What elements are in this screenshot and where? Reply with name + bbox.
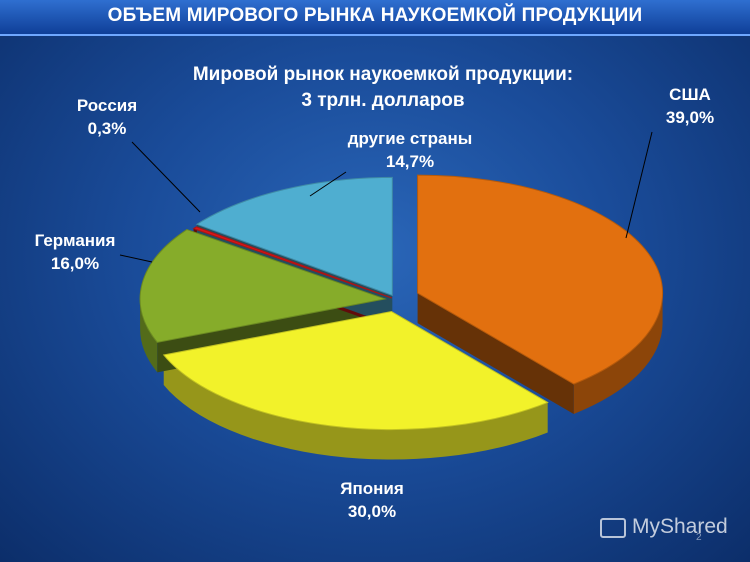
slice-value-label: 30,0%: [348, 502, 396, 521]
leader-line-3: [131, 141, 201, 213]
slice-value-label: 39,0%: [666, 108, 714, 127]
pie-slice-side-0: [573, 293, 663, 415]
pie-slice-side-1: [163, 354, 548, 460]
leader-line-0: [625, 131, 653, 239]
slice-value-label: 14,7%: [386, 152, 434, 171]
pie-slice-1: [162, 310, 549, 431]
pie-slice-4: [195, 176, 393, 297]
pie-slice-cut-0-1: [417, 293, 574, 415]
pie-slice-3: [192, 226, 392, 299]
watermark-text: MyShared: [632, 515, 728, 538]
slice-name-label: Япония: [340, 479, 404, 498]
chart-subtitle: 3 трлн. долларов: [301, 90, 464, 111]
page-title: ОБЪЕМ МИРОВОГО РЫНКА НАУКОЕМКОЙ ПРОДУКЦИ…: [107, 5, 643, 26]
pie-slice-side-2: [140, 298, 158, 373]
slice-value-label: 0,3%: [88, 119, 127, 138]
presentation-icon: [600, 518, 626, 538]
slice-name-label: другие страны: [348, 129, 473, 148]
slide-number: 2: [696, 532, 702, 543]
slice-name-label: Германия: [35, 231, 116, 250]
pie-slice-2: [139, 229, 388, 343]
slice-name-label: Россия: [77, 96, 137, 115]
pie-slice-0: [417, 174, 664, 385]
leader-line-2: [119, 254, 153, 263]
slice-value-label: 16,0%: [51, 254, 99, 273]
header-banner: ОБЪЕМ МИРОВОГО РЫНКА НАУКОЕМКОЙ ПРОДУКЦИ…: [0, 0, 750, 36]
watermark-logo: MyShared: [600, 514, 750, 544]
leader-line-4: [309, 171, 347, 197]
chart-title: Мировой рынок наукоемкой продукции:: [193, 64, 573, 85]
slice-name-label: США: [669, 85, 711, 104]
